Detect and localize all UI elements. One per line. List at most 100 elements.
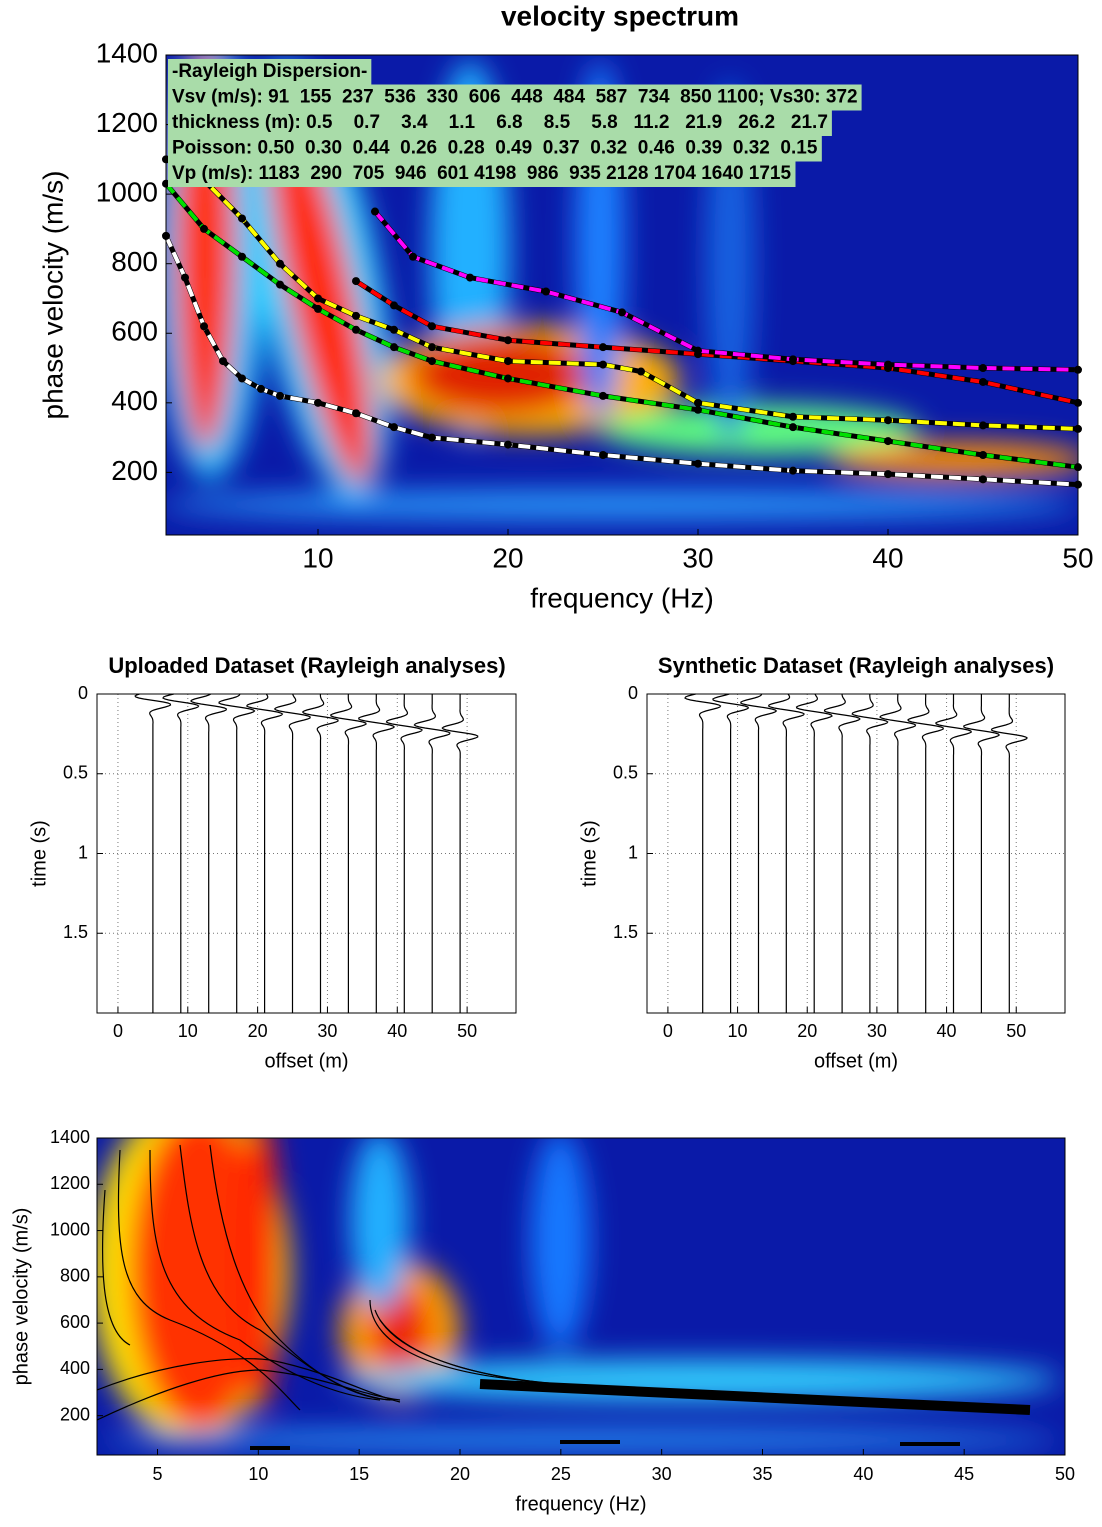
dispersion-curve xyxy=(165,157,1079,431)
seismic-trace xyxy=(879,694,917,1013)
annotation: Vsv (m/s): 91 155 237 536 330 606 448 48… xyxy=(172,87,858,108)
pick-point xyxy=(789,466,797,475)
pick-point xyxy=(390,325,398,334)
dispersion-curve xyxy=(354,279,1079,405)
y-tick-label: 0 xyxy=(628,683,638,703)
pick-point xyxy=(371,207,379,216)
chart-seismogram: 0 10 20 30 40 50 0 0.5 1 1.5 Uploaded Dataset (Ray… xyxy=(28,653,517,1072)
y-tick-label: 800 xyxy=(111,246,158,277)
y-tick-label: 200 xyxy=(111,455,158,486)
seismic-trace xyxy=(963,694,1001,1013)
y-axis-label: phase velocity (m/s) xyxy=(37,171,68,420)
chart-contour: 5 10 15 20 25 30 35 40 45 50 200 400 600 800 1000 1200 1… xyxy=(10,1127,1075,1516)
pick-point xyxy=(314,294,322,303)
pick-point xyxy=(979,475,987,484)
x-tick-label: 50 xyxy=(1006,1021,1026,1041)
pick-point xyxy=(637,367,645,376)
pick-point xyxy=(428,343,436,352)
pick-point xyxy=(979,421,987,430)
pick-point xyxy=(789,423,797,432)
chart-seismogram: 0 10 20 30 40 50 0 0.5 1 1.5 Synthetic Dataset (Ra… xyxy=(578,653,1066,1072)
pick-point xyxy=(428,433,436,442)
y-tick-label: 1400 xyxy=(96,37,158,68)
chart-title: Uploaded Dataset (Rayleigh analyses) xyxy=(108,653,505,678)
x-tick-label: 20 xyxy=(492,542,523,573)
pick-point xyxy=(884,437,892,446)
pick-point xyxy=(352,311,360,320)
pick-point xyxy=(884,470,892,479)
pick-point xyxy=(504,357,512,366)
x-tick-label: 30 xyxy=(682,542,713,573)
seismic-trace xyxy=(851,693,889,1013)
x-tick-label: 20 xyxy=(450,1464,470,1484)
annotation-background xyxy=(168,110,832,136)
pick-point xyxy=(314,398,322,407)
x-tick-label: 5 xyxy=(152,1464,162,1484)
pick-point xyxy=(884,360,892,369)
seismic-trace xyxy=(245,693,284,1013)
x-tick-label: 30 xyxy=(317,1021,337,1041)
pick-point xyxy=(276,391,284,400)
dispersion-curve xyxy=(373,210,1079,372)
pick-point xyxy=(466,273,474,282)
chart-title: Synthetic Dataset (Rayleigh analyses) xyxy=(658,653,1054,678)
y-tick-label: 400 xyxy=(111,385,158,416)
seismic-trace xyxy=(795,693,833,1013)
x-tick-label: 35 xyxy=(752,1464,772,1484)
x-tick-label: 10 xyxy=(302,542,333,573)
x-tick-label: 20 xyxy=(797,1021,817,1041)
pick-point xyxy=(352,277,360,286)
pick-point xyxy=(504,374,512,383)
seismic-trace xyxy=(413,694,451,1013)
annotation: thickness (m): 0.5 0.7 3.4 1.1 6.8 8.5 5… xyxy=(172,112,828,133)
x-tick-label: 40 xyxy=(853,1464,873,1484)
seismic-trace xyxy=(441,694,479,1013)
seismic-trace xyxy=(712,693,750,1013)
x-axis-label: offset (m) xyxy=(814,1050,898,1072)
x-axis-label: frequency (Hz) xyxy=(530,582,714,613)
annotation: Vp (m/s): 1183 290 705 946 601 4198 986 … xyxy=(172,163,791,184)
seismic-trace xyxy=(329,693,367,1013)
pick-point xyxy=(504,440,512,449)
pick-point xyxy=(390,423,398,432)
x-tick-label: 10 xyxy=(728,1021,748,1041)
y-tick-label: 1200 xyxy=(96,107,158,138)
y-axis-label: time (s) xyxy=(28,820,50,887)
x-axis-label: offset (m) xyxy=(264,1050,348,1072)
seismic-trace xyxy=(134,693,172,1013)
y-tick-label: 1200 xyxy=(50,1173,90,1193)
pick-point xyxy=(238,214,246,223)
pick-point xyxy=(979,364,987,373)
seismic-trace xyxy=(823,693,861,1013)
pick-point xyxy=(352,409,360,418)
y-tick-label: 1000 xyxy=(96,177,158,208)
pick-point xyxy=(979,451,987,459)
y-tick-label: 1.5 xyxy=(63,922,88,942)
pick-point xyxy=(694,405,702,414)
contour-band xyxy=(479,1379,1031,1415)
x-tick-label: 25 xyxy=(551,1464,571,1484)
pick-point xyxy=(181,273,189,282)
pick-point xyxy=(409,252,417,261)
pick-point xyxy=(542,287,550,296)
y-tick-label: 600 xyxy=(60,1312,90,1332)
seismic-trace xyxy=(935,694,973,1013)
annotation: -Rayleigh Dispersion- xyxy=(172,61,367,82)
seismic-trace xyxy=(162,693,200,1013)
plot-frame xyxy=(165,54,1079,536)
x-tick-label: 20 xyxy=(248,1021,268,1041)
pick-point xyxy=(599,451,607,459)
y-tick-label: 0.5 xyxy=(613,763,638,783)
pick-point xyxy=(390,343,398,352)
y-tick-label: 400 xyxy=(60,1358,90,1378)
y-tick-label: 200 xyxy=(60,1404,90,1424)
pick-point xyxy=(219,357,227,366)
pick-point xyxy=(200,322,208,331)
pick-point xyxy=(599,360,607,369)
y-tick-label: 0 xyxy=(78,683,88,703)
y-tick-label: 1 xyxy=(628,842,638,862)
seismic-trace xyxy=(385,694,423,1013)
chart-line: 10 20 30 40 50 200 400 600 800 1000 1200 1400 veloci… xyxy=(37,0,1093,613)
